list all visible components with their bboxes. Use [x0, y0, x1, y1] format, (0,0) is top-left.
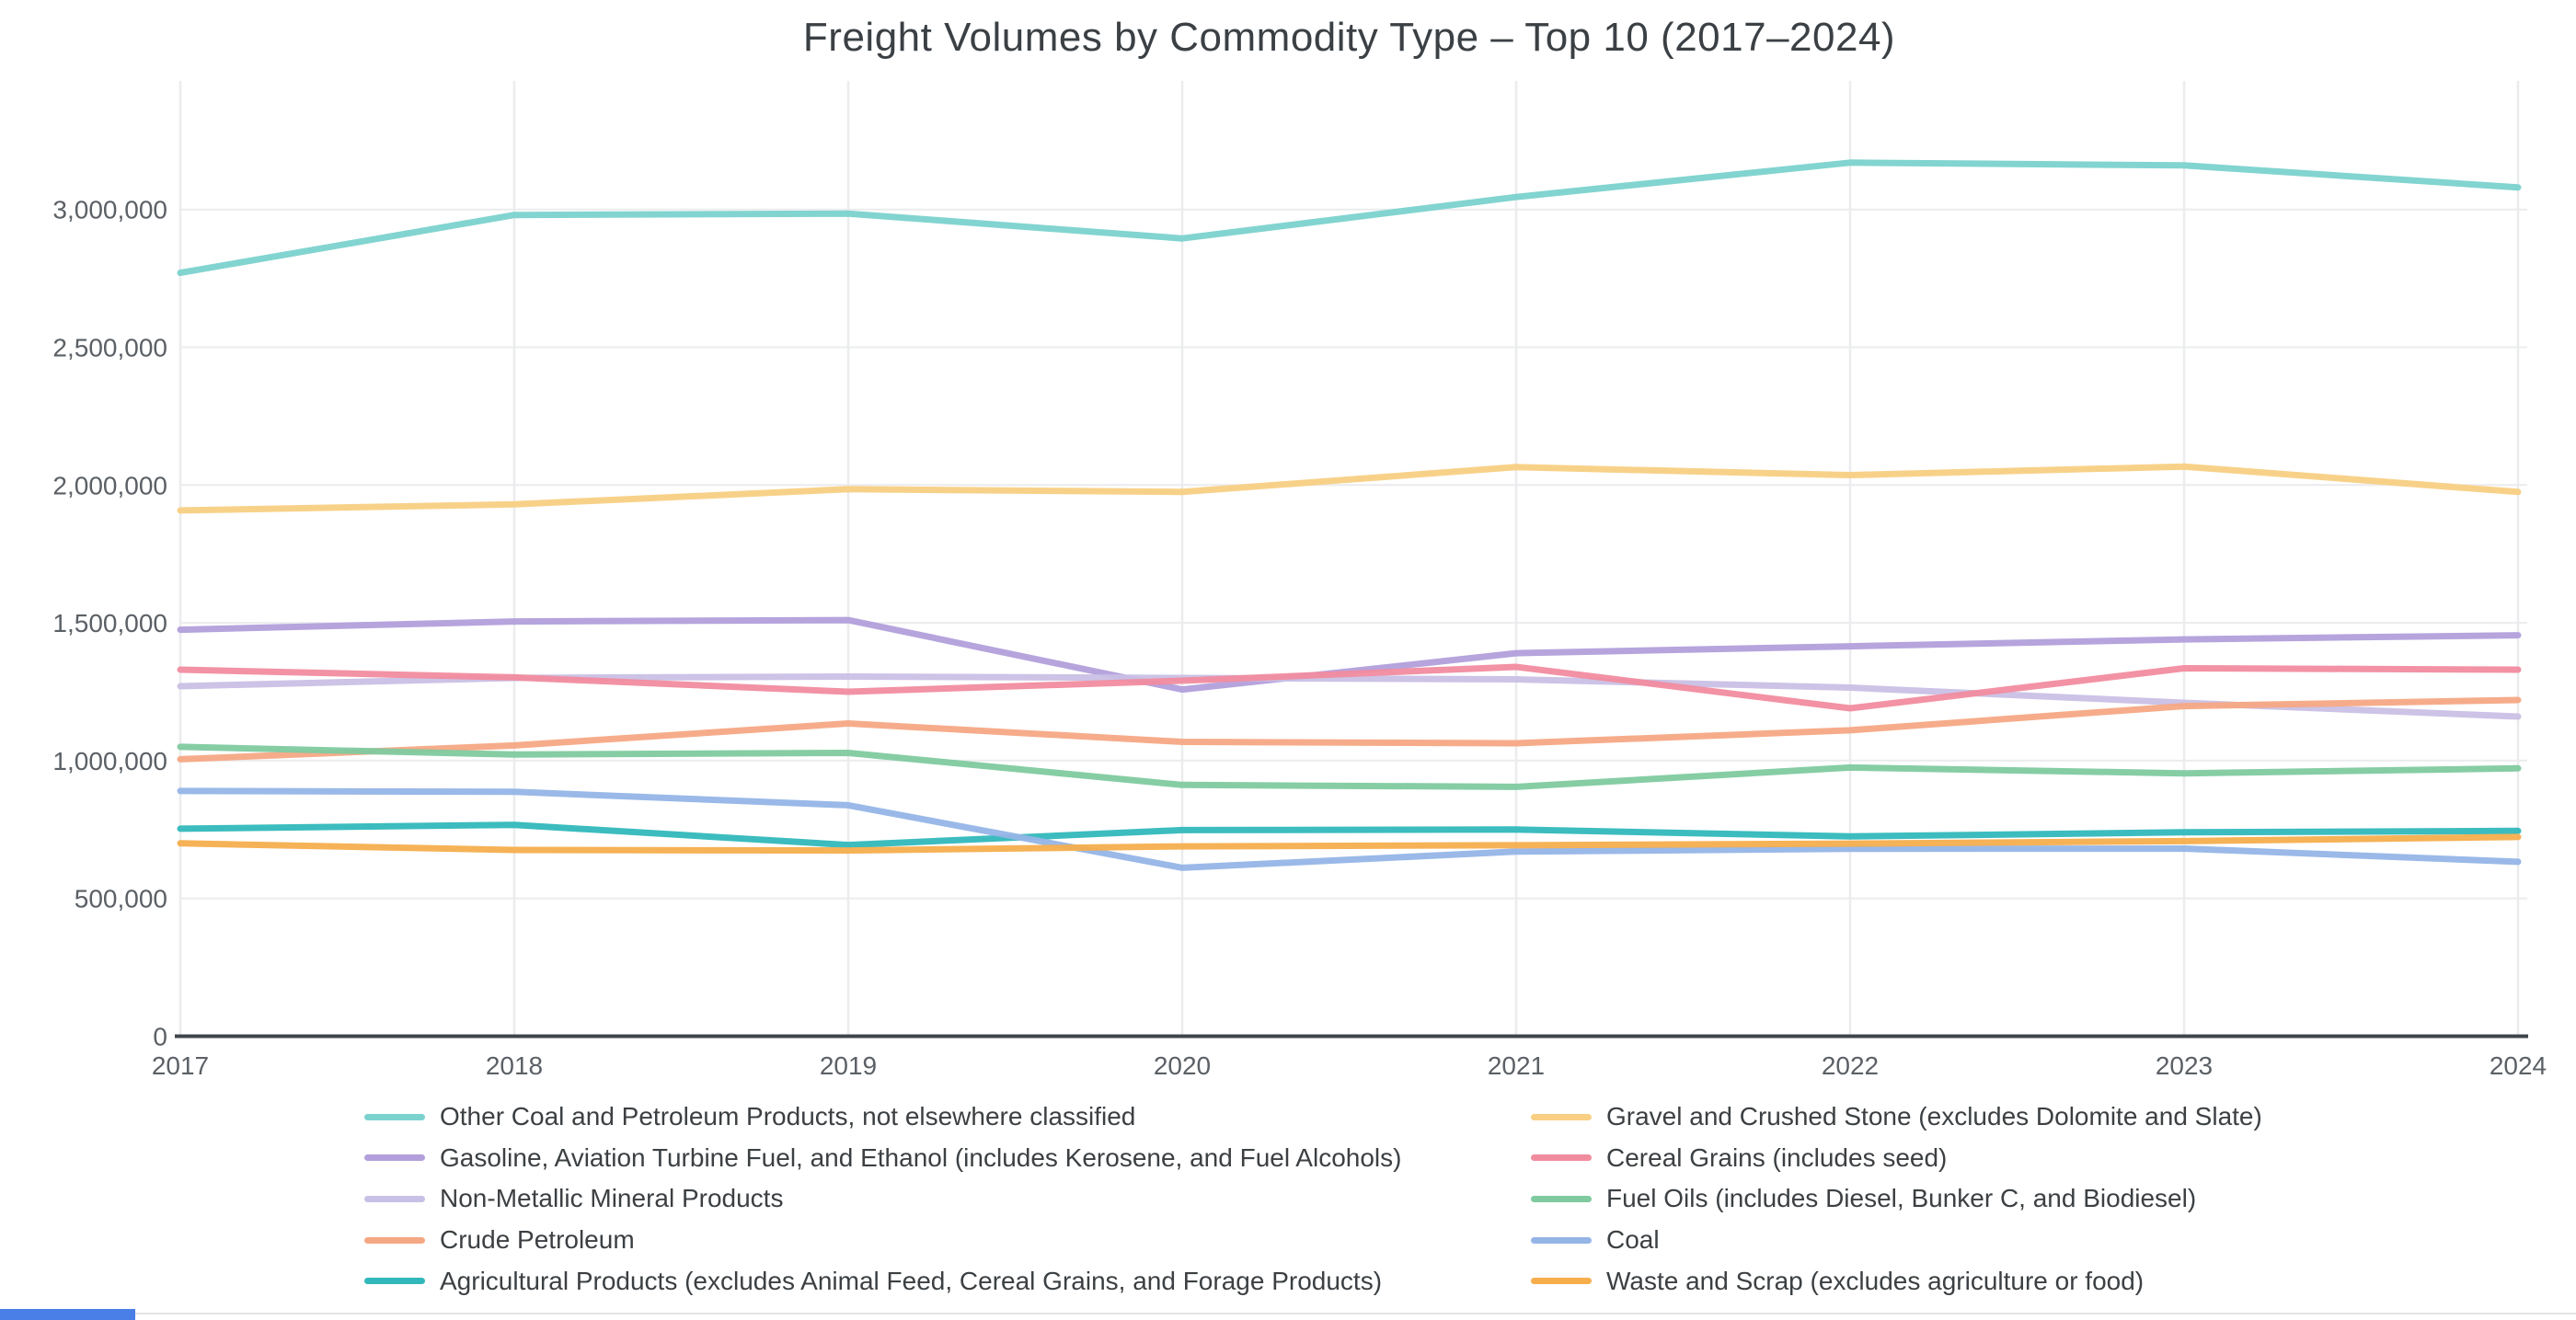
series-line-non-metallic[interactable] — [177, 673, 2522, 720]
legend-line-swatch — [364, 1236, 425, 1244]
legend-line-swatch — [1531, 1278, 1592, 1285]
footer-divider — [0, 1313, 2576, 1314]
legend-column-right: Gravel and Crushed Stone (excludes Dolom… — [1531, 1096, 2262, 1302]
legend-label: Agricultural Products (excludes Animal F… — [440, 1266, 1383, 1295]
y-axis-tick-label: 3,000,000 — [52, 196, 167, 224]
y-axis-tick-label: 500,000 — [75, 885, 167, 913]
x-axis-tick-label: 2020 — [1154, 1051, 1211, 1080]
legend-line-swatch — [1531, 1154, 1592, 1162]
legend-label: Crude Petroleum — [440, 1225, 635, 1255]
series-line-waste-scrap[interactable] — [177, 833, 2522, 855]
y-axis-tick-label: 1,000,000 — [52, 747, 167, 775]
x-axis-tick-label: 2018 — [486, 1051, 543, 1080]
legend-item-crude-petroleum[interactable]: Crude Petroleum — [364, 1220, 1401, 1261]
series-line-crude-petroleum[interactable] — [177, 696, 2522, 763]
legend-label: Cereal Grains (includes seed) — [1606, 1142, 1948, 1172]
legend-item-other-coal[interactable]: Other Coal and Petroleum Products, not e… — [364, 1096, 1401, 1138]
legend-line-swatch — [364, 1154, 425, 1162]
series-line-cereal-grains[interactable] — [177, 663, 2522, 712]
legend-label: Gasoline, Aviation Turbine Fuel, and Eth… — [440, 1142, 1402, 1172]
y-axis-tick-label: 0 — [153, 1023, 167, 1051]
legend-label: Fuel Oils (includes Diesel, Bunker C, an… — [1606, 1184, 2197, 1213]
legend-item-non-metallic[interactable]: Non-Metallic Mineral Products — [364, 1178, 1401, 1220]
legend-item-agricultural[interactable]: Agricultural Products (excludes Animal F… — [364, 1260, 1401, 1302]
legend-label: Non-Metallic Mineral Products — [440, 1184, 784, 1213]
x-axis-tick-label: 2023 — [2156, 1051, 2213, 1080]
series-line-gravel[interactable] — [177, 463, 2522, 514]
legend-label: Coal — [1606, 1225, 1660, 1255]
x-axis-tick-label: 2019 — [820, 1051, 877, 1080]
legend-label: Waste and Scrap (excludes agriculture or… — [1606, 1266, 2145, 1295]
legend-label: Gravel and Crushed Stone (excludes Dolom… — [1606, 1102, 2262, 1131]
y-axis-tick-label: 2,000,000 — [52, 471, 167, 499]
legend-item-fuel-oils[interactable]: Fuel Oils (includes Diesel, Bunker C, an… — [1531, 1178, 2262, 1220]
legend-line-swatch — [1531, 1113, 1592, 1120]
chart-title: Freight Volumes by Commodity Type – Top … — [802, 15, 1896, 60]
footer-accent-bar — [0, 1309, 135, 1320]
series-line-coal[interactable] — [177, 787, 2522, 871]
legend-line-swatch — [364, 1113, 425, 1120]
x-axis-tick-label: 2022 — [1822, 1051, 1879, 1080]
legend-line-swatch — [364, 1195, 425, 1202]
series-line-other-coal[interactable] — [177, 159, 2522, 277]
legend-column-left: Other Coal and Petroleum Products, not e… — [364, 1096, 1401, 1302]
legend-item-waste-scrap[interactable]: Waste and Scrap (excludes agriculture or… — [1531, 1260, 2262, 1302]
y-axis-tick-label: 1,500,000 — [52, 609, 167, 637]
legend-line-swatch — [1531, 1195, 1592, 1202]
series-line-agricultural[interactable] — [177, 821, 2522, 849]
y-axis-tick-label: 2,500,000 — [52, 334, 167, 362]
legend-label: Other Coal and Petroleum Products, not e… — [440, 1102, 1136, 1131]
legend-line-swatch — [1531, 1236, 1592, 1244]
x-axis-tick-label: 2021 — [1488, 1051, 1545, 1080]
legend-line-swatch — [364, 1278, 425, 1285]
series-line-fuel-oils[interactable] — [177, 743, 2522, 790]
legend-item-coal[interactable]: Coal — [1531, 1220, 2262, 1261]
x-axis-tick-label: 2024 — [2490, 1051, 2547, 1080]
legend-item-cereal-grains[interactable]: Cereal Grains (includes seed) — [1531, 1138, 2262, 1179]
x-axis-tick-label: 2017 — [152, 1051, 209, 1080]
legend-item-gravel[interactable]: Gravel and Crushed Stone (excludes Dolom… — [1531, 1096, 2262, 1138]
legend-item-gasoline[interactable]: Gasoline, Aviation Turbine Fuel, and Eth… — [364, 1138, 1401, 1179]
